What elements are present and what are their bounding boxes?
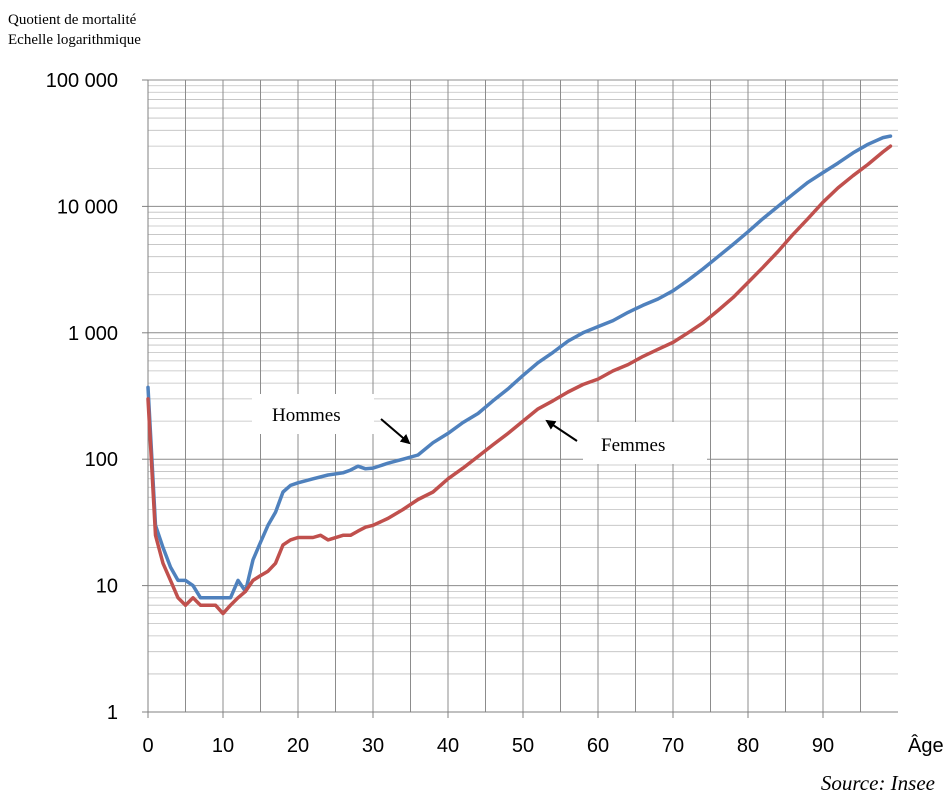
series-lines	[146, 134, 893, 616]
annotations: Hommes Femmes	[252, 394, 707, 464]
x-tick-label: 50	[512, 735, 534, 757]
y-tick-label: 100	[85, 449, 118, 471]
y-tick-label: 1 000	[68, 323, 118, 345]
hommes-label-box	[252, 394, 374, 434]
femmes-label-box	[583, 422, 707, 464]
x-tick-label: 30	[362, 735, 384, 757]
x-tick-label: 0	[142, 735, 153, 757]
source-note: Source: Insee	[821, 771, 935, 795]
x-axis-title: Âge	[908, 734, 944, 757]
femmes-label: Femmes	[601, 435, 665, 456]
x-tick-label: 90	[812, 735, 834, 757]
x-tick-label: 60	[587, 735, 609, 757]
x-tick-label: 10	[212, 735, 234, 757]
hommes-arrow	[380, 418, 411, 445]
y-tick-label: 10 000	[57, 196, 118, 218]
x-tick-label: 40	[437, 735, 459, 757]
y-tick-label: 10	[96, 576, 118, 598]
y-axis-title-line-2: Echelle logarithmique	[8, 32, 141, 48]
y-tick-labels: 1 10 100 1 000 10 000 100 000	[46, 70, 118, 724]
y-axis-title-line-1: Quotient de mortalité	[8, 12, 137, 28]
grid-lines	[148, 79, 898, 713]
y-tick-label: 1	[107, 702, 118, 724]
series-line-femmes	[146, 144, 893, 616]
y-tick-label: 100 000	[46, 70, 118, 92]
x-tick-labels: 0 10 20 30 40 50 60 70 80 90	[142, 735, 834, 757]
x-tick-label: 80	[737, 735, 759, 757]
x-tick-label: 20	[287, 735, 309, 757]
femmes-arrow	[545, 419, 578, 442]
x-tick-label: 70	[662, 735, 684, 757]
series-line-hommes	[146, 134, 893, 600]
hommes-label: Hommes	[272, 405, 341, 426]
